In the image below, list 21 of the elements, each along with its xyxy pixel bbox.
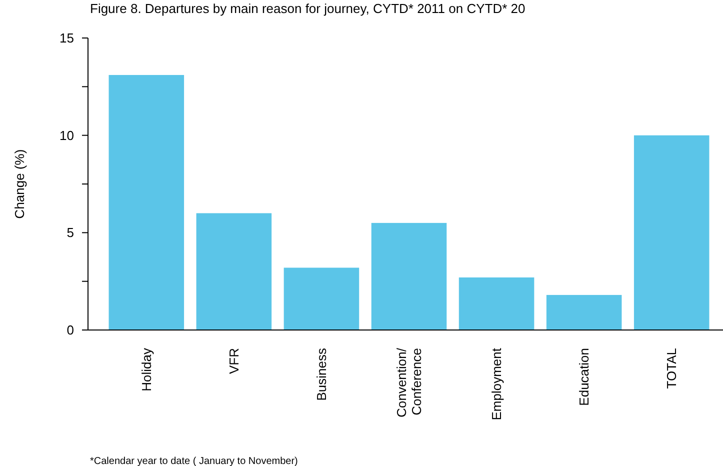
y-tick-label: 5 <box>66 225 74 240</box>
bar <box>196 213 272 330</box>
x-tick-label: Holiday <box>138 348 154 392</box>
x-tick-label: TOTAL <box>664 348 680 389</box>
text: *Calendar year to date ( January to November) <box>90 456 298 466</box>
y-tick-label: 15 <box>60 30 74 46</box>
bar <box>284 268 360 330</box>
x-tick-label: Business <box>314 348 330 401</box>
bar <box>458 277 534 330</box>
chart-title: Figure 8. Departures by main reason for journey, CYTD* 2011 on CYTD* 20 <box>90 1 526 16</box>
bar <box>108 74 184 330</box>
x-tick-label: VFR <box>226 348 242 374</box>
x-tick-label: Education <box>576 348 592 406</box>
bar <box>546 294 622 330</box>
y-axis-title: Change (%) <box>12 149 27 219</box>
x-tick-label: Employment <box>489 348 504 420</box>
y-tick-label: 10 <box>60 128 74 143</box>
bar <box>371 222 447 330</box>
x-tick-label: Convention/ Conference <box>394 348 424 418</box>
y-tick-label: 0 <box>66 322 74 338</box>
bar <box>634 135 710 330</box>
